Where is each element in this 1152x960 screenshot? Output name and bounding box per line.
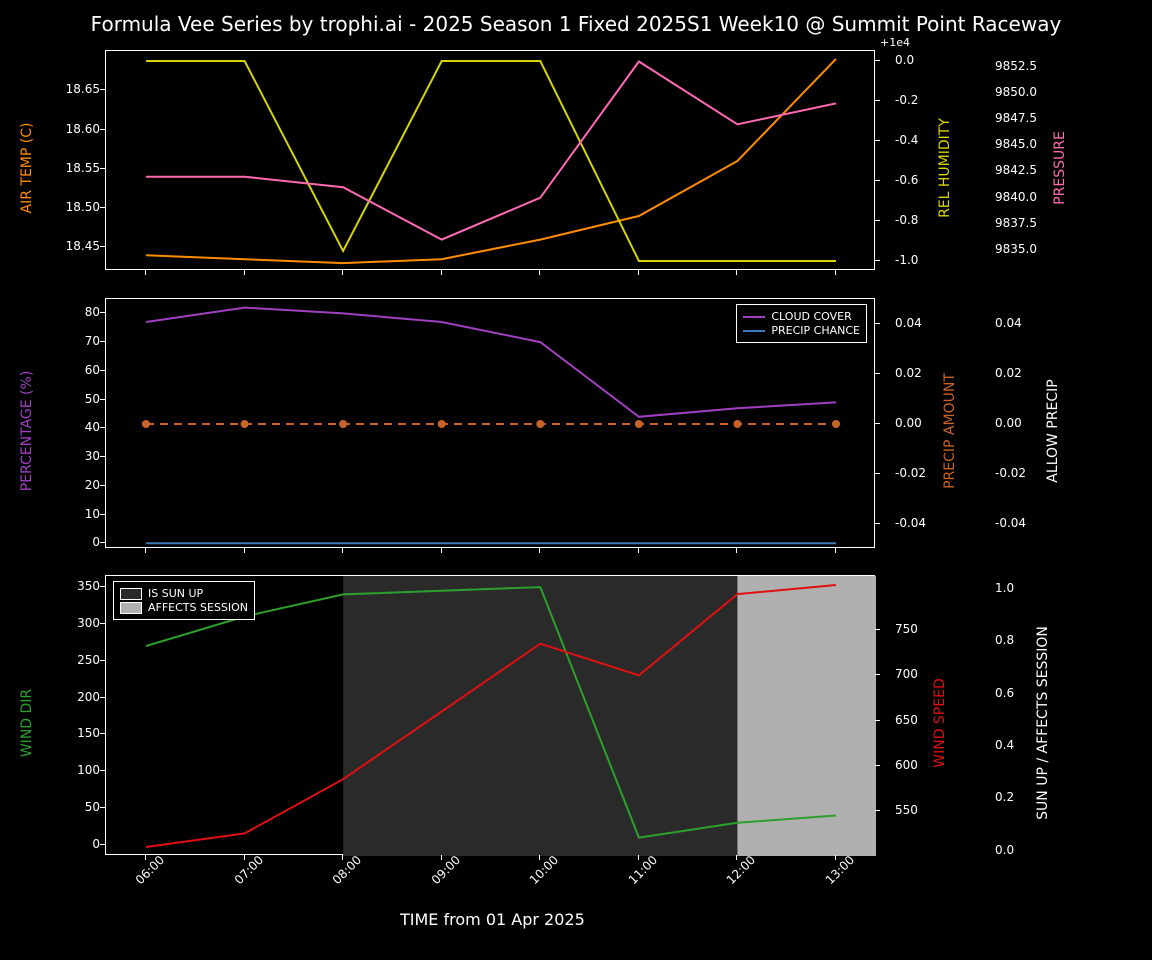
y-tick: 18.55 [40, 161, 100, 175]
sci-offset: +1e4 [880, 36, 910, 49]
ylabel-precipamt: PRECIP AMOUNT [942, 331, 958, 531]
y-tick-r2: 1.0 [995, 581, 1065, 595]
chart-panel-1 [105, 50, 875, 270]
y-tick-r2: 0.4 [995, 738, 1065, 752]
ylabel-allowprecip: ALLOW PRECIP [1045, 331, 1061, 531]
y-tick-r2: 0.0 [995, 843, 1065, 857]
y-tick: 18.50 [40, 200, 100, 214]
y-tick: 0 [40, 837, 100, 851]
y-tick: 18.60 [40, 122, 100, 136]
y-tick: 70 [40, 334, 100, 348]
y-tick-r2: 0.2 [995, 790, 1065, 804]
y-tick-r1: 550 [895, 803, 965, 817]
y-tick: 80 [40, 305, 100, 319]
y-tick: 100 [40, 763, 100, 777]
y-tick-r1: 750 [895, 622, 965, 636]
y-tick-r1: 650 [895, 713, 965, 727]
y-tick-r1: 600 [895, 758, 965, 772]
y-tick: 200 [40, 690, 100, 704]
legend-panel2: CLOUD COVERPRECIP CHANCE [736, 304, 867, 343]
y-tick: 250 [40, 653, 100, 667]
y-tick-r1: -0.4 [895, 133, 965, 147]
y-tick: 18.65 [40, 82, 100, 96]
y-tick-r2: 0.04 [995, 316, 1065, 330]
ylabel-pct: PERCENTAGE (%) [19, 331, 35, 531]
y-tick-r1: -0.8 [895, 213, 965, 227]
ylabel-airtemp: AIR TEMP (C) [19, 68, 35, 268]
ylabel-sunup: SUN UP / AFFECTS SESSION [1035, 623, 1051, 823]
ylabel-pressure: PRESSURE [1052, 68, 1068, 268]
legend-panel3: IS SUN UPAFFECTS SESSION [113, 581, 255, 620]
y-tick-r1: 700 [895, 667, 965, 681]
y-tick: 50 [40, 800, 100, 814]
y-tick-r1: -0.2 [895, 93, 965, 107]
y-tick: 150 [40, 726, 100, 740]
ylabel-winddir: WIND DIR [19, 623, 35, 823]
y-tick: 300 [40, 616, 100, 630]
ylabel-windspd: WIND SPEED [932, 623, 948, 823]
y-tick: 50 [40, 392, 100, 406]
y-tick: 40 [40, 420, 100, 434]
y-tick-r2: 0.6 [995, 686, 1065, 700]
x-axis-label: TIME from 01 Apr 2025 [400, 910, 585, 929]
y-tick: 20 [40, 478, 100, 492]
chart-title: Formula Vee Series by trophi.ai - 2025 S… [0, 12, 1152, 36]
y-tick-r2: 0.8 [995, 633, 1065, 647]
y-tick-r1: -0.6 [895, 173, 965, 187]
y-tick: 18.45 [40, 239, 100, 253]
y-tick: 0 [40, 535, 100, 549]
y-tick: 60 [40, 363, 100, 377]
y-tick-r1: -1.0 [895, 253, 965, 267]
y-tick: 350 [40, 579, 100, 593]
y-tick-r1: 0.04 [895, 316, 965, 330]
y-tick: 10 [40, 507, 100, 521]
ylabel-relhum: REL HUMIDITY [937, 68, 953, 268]
y-tick: 30 [40, 449, 100, 463]
y-tick-r1: 0.0 [895, 53, 965, 67]
